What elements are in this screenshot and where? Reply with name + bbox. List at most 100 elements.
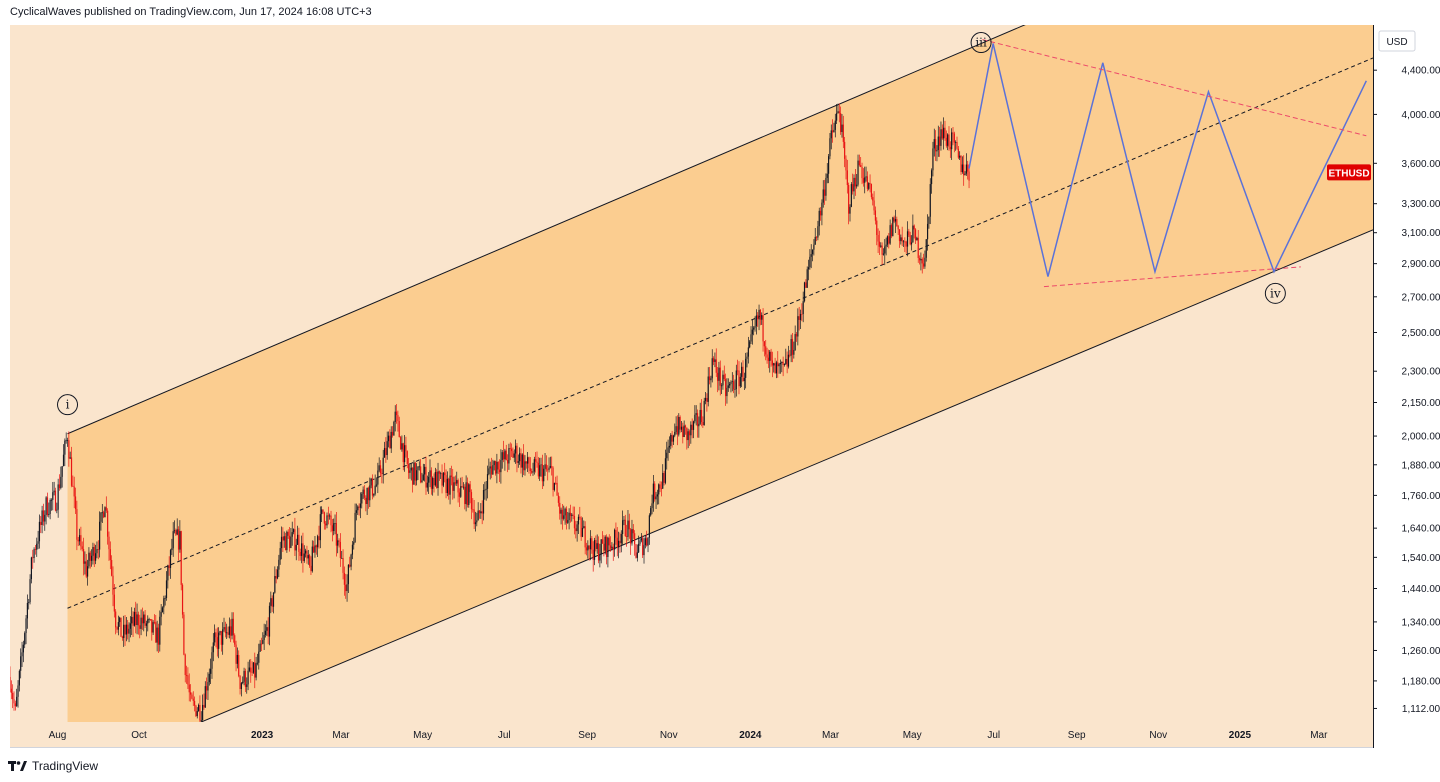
candle [512,447,514,459]
candle-body [343,572,345,585]
candle-body [450,475,453,477]
candle [294,517,296,557]
candle-body [595,540,597,549]
candle-body [630,529,632,544]
candle-body [596,543,598,549]
footer-brand[interactable]: TradingView [8,758,98,774]
candle [370,477,372,489]
candle [659,481,661,493]
candle [560,507,562,525]
candle [64,438,66,467]
candle-body [53,490,55,493]
candle-body [436,472,438,489]
candle-body [353,542,355,545]
candle [679,415,681,433]
candle [100,512,102,531]
candle [226,623,228,639]
candle-body [706,397,708,402]
candle [544,453,546,476]
time-axis[interactable]: Aug Oct 2023 Mar May Jul Sep Nov 2024 Mar May Jul Se… [49,730,1329,741]
candle [433,473,435,493]
candle [322,509,324,514]
candle [66,437,69,447]
candle-body [155,622,157,643]
candle [862,168,864,187]
candle-body [643,545,645,556]
candle-body [216,637,218,649]
candle-body [389,435,391,449]
candle [330,510,332,533]
candle-body [449,475,451,495]
candle-body [143,614,145,624]
candle-body [300,543,303,556]
candle [13,691,15,711]
candle-body [33,549,35,558]
candle-body [458,492,461,497]
candle-body [674,431,676,436]
candle [777,351,779,378]
candle-body [84,561,86,564]
candle-body [896,219,898,226]
candle-body [616,537,618,548]
candle [597,536,600,564]
candle [403,435,406,472]
candle-body [298,534,300,552]
candle-body [413,462,415,485]
candle-body [696,413,699,427]
candle-body [892,217,894,237]
candle [715,348,717,378]
candle-body [795,334,798,337]
candle [910,235,913,251]
candle [901,226,903,247]
candle [480,503,482,519]
candle [730,380,732,393]
candle [508,443,510,470]
candle [45,496,47,525]
time-tick-label: Mar [332,730,350,741]
candle [270,591,272,614]
candle [141,607,144,630]
candle [29,574,31,605]
candle-body [88,552,90,567]
candle [509,442,511,461]
candle [341,550,343,559]
candle [136,603,138,635]
candle [640,533,642,543]
candle-body [10,688,12,693]
candle [577,514,580,535]
candle [866,171,868,192]
candle [377,462,379,494]
candle [482,484,485,521]
candle [406,450,408,469]
candle-body [945,137,947,146]
candle-body [712,358,715,362]
candle [956,136,958,150]
candle [829,132,831,160]
candle-body [123,624,125,638]
candle-body [93,546,95,561]
price-axis[interactable]: 1,112.00 1,180.00 1,260.00 1,340.00 1,440.00… [10,25,1440,748]
candle [741,362,743,388]
candle-body [642,538,644,556]
candle [99,511,101,558]
candle-body [519,453,521,462]
candle-body [662,472,664,489]
candle [287,529,289,539]
candle-body [276,569,279,579]
candle [196,707,198,719]
candle [163,595,165,615]
candle-body [639,540,641,544]
candle-body [181,584,184,615]
candle-body [560,509,562,514]
candle [44,510,46,531]
candle-body [116,627,118,630]
price-tick-label: 2,150.00 [1402,398,1440,409]
candle [898,229,901,248]
time-tick-label: Sep [1068,730,1086,741]
candle-body [885,244,887,247]
candle-body [615,529,617,538]
candle-body [725,379,727,397]
candle [92,542,94,565]
time-tick-label: Oct [131,730,147,741]
